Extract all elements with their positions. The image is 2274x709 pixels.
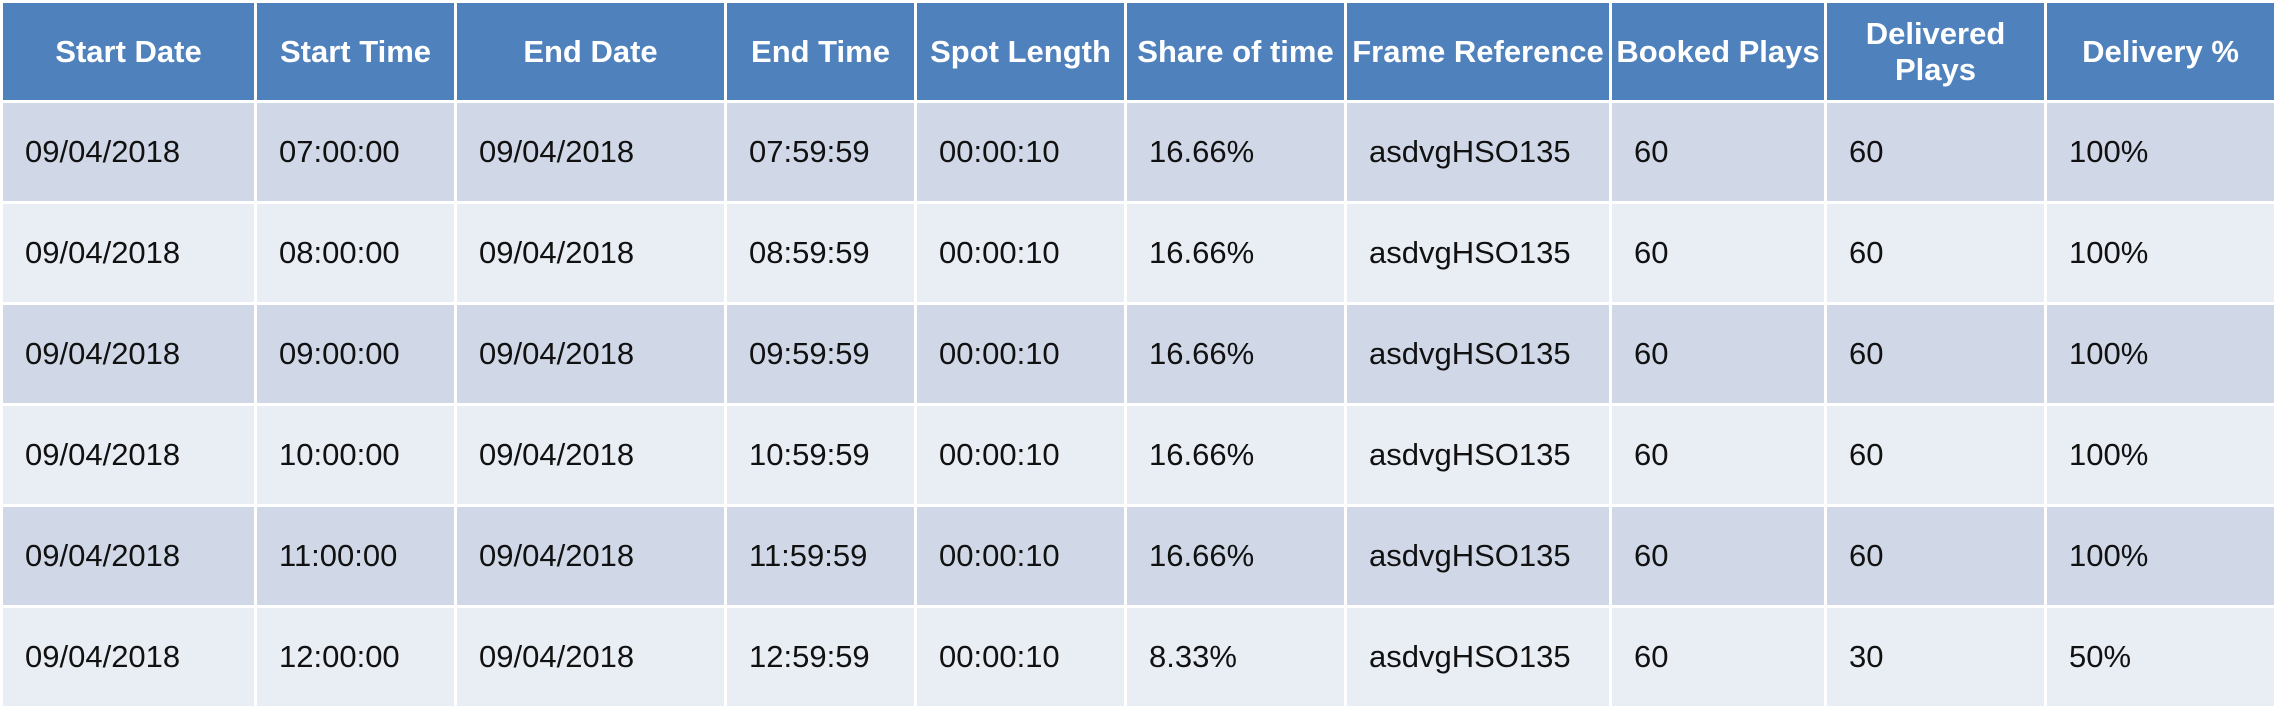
cell-end-time: 09:59:59 — [726, 304, 916, 405]
cell-start-date: 09/04/2018 — [2, 405, 256, 506]
cell-spot-length: 00:00:10 — [916, 102, 1126, 203]
cell-share-of-time: 16.66% — [1126, 304, 1346, 405]
cell-end-date: 09/04/2018 — [456, 304, 726, 405]
column-header-start-date: Start Date — [2, 2, 256, 102]
cell-end-date: 09/04/2018 — [456, 203, 726, 304]
table-row: 09/04/2018 08:00:00 09/04/2018 08:59:59 … — [2, 203, 2274, 304]
cell-delivered-plays: 60 — [1826, 506, 2046, 607]
column-header-spot-length: Spot Length — [916, 2, 1126, 102]
cell-delivered-plays: 60 — [1826, 102, 2046, 203]
cell-delivery-percent: 100% — [2046, 102, 2274, 203]
column-header-end-date: End Date — [456, 2, 726, 102]
cell-delivery-percent: 100% — [2046, 304, 2274, 405]
cell-delivered-plays: 60 — [1826, 304, 2046, 405]
cell-start-date: 09/04/2018 — [2, 506, 256, 607]
column-header-delivery-percent: Delivery % — [2046, 2, 2274, 102]
cell-end-date: 09/04/2018 — [456, 607, 726, 708]
cell-spot-length: 00:00:10 — [916, 506, 1126, 607]
cell-spot-length: 00:00:10 — [916, 203, 1126, 304]
cell-frame-reference: asdvgHSO135 — [1346, 102, 1611, 203]
cell-frame-reference: asdvgHSO135 — [1346, 405, 1611, 506]
table-header: Start Date Start Time End Date End Time … — [2, 2, 2274, 102]
column-header-start-time: Start Time — [256, 2, 456, 102]
cell-start-date: 09/04/2018 — [2, 203, 256, 304]
cell-share-of-time: 16.66% — [1126, 506, 1346, 607]
column-header-frame-reference: Frame Reference — [1346, 2, 1611, 102]
cell-booked-plays: 60 — [1611, 102, 1826, 203]
cell-start-time: 12:00:00 — [256, 607, 456, 708]
cell-start-time: 07:00:00 — [256, 102, 456, 203]
table-row: 09/04/2018 11:00:00 09/04/2018 11:59:59 … — [2, 506, 2274, 607]
cell-end-date: 09/04/2018 — [456, 405, 726, 506]
cell-share-of-time: 8.33% — [1126, 607, 1346, 708]
cell-start-time: 09:00:00 — [256, 304, 456, 405]
cell-booked-plays: 60 — [1611, 607, 1826, 708]
table-row: 09/04/2018 07:00:00 09/04/2018 07:59:59 … — [2, 102, 2274, 203]
cell-start-time: 11:00:00 — [256, 506, 456, 607]
cell-delivery-percent: 100% — [2046, 203, 2274, 304]
cell-end-time: 08:59:59 — [726, 203, 916, 304]
cell-frame-reference: asdvgHSO135 — [1346, 203, 1611, 304]
column-header-booked-plays: Booked Plays — [1611, 2, 1826, 102]
cell-booked-plays: 60 — [1611, 506, 1826, 607]
cell-start-time: 10:00:00 — [256, 405, 456, 506]
cell-booked-plays: 60 — [1611, 203, 1826, 304]
table-body: 09/04/2018 07:00:00 09/04/2018 07:59:59 … — [2, 102, 2274, 708]
cell-delivered-plays: 60 — [1826, 405, 2046, 506]
cell-end-date: 09/04/2018 — [456, 506, 726, 607]
cell-booked-plays: 60 — [1611, 304, 1826, 405]
column-header-share-of-time: Share of time — [1126, 2, 1346, 102]
cell-frame-reference: asdvgHSO135 — [1346, 506, 1611, 607]
cell-start-date: 09/04/2018 — [2, 102, 256, 203]
cell-start-date: 09/04/2018 — [2, 607, 256, 708]
cell-start-time: 08:00:00 — [256, 203, 456, 304]
cell-end-time: 11:59:59 — [726, 506, 916, 607]
cell-delivery-percent: 100% — [2046, 506, 2274, 607]
cell-delivery-percent: 50% — [2046, 607, 2274, 708]
table-row: 09/04/2018 09:00:00 09/04/2018 09:59:59 … — [2, 304, 2274, 405]
cell-spot-length: 00:00:10 — [916, 607, 1126, 708]
cell-frame-reference: asdvgHSO135 — [1346, 304, 1611, 405]
cell-share-of-time: 16.66% — [1126, 203, 1346, 304]
column-header-delivered-plays: Delivered Plays — [1826, 2, 2046, 102]
cell-end-time: 12:59:59 — [726, 607, 916, 708]
cell-share-of-time: 16.66% — [1126, 405, 1346, 506]
cell-booked-plays: 60 — [1611, 405, 1826, 506]
cell-frame-reference: asdvgHSO135 — [1346, 607, 1611, 708]
cell-spot-length: 00:00:10 — [916, 304, 1126, 405]
table-row: 09/04/2018 10:00:00 09/04/2018 10:59:59 … — [2, 405, 2274, 506]
cell-spot-length: 00:00:10 — [916, 405, 1126, 506]
cell-end-time: 10:59:59 — [726, 405, 916, 506]
cell-delivered-plays: 60 — [1826, 203, 2046, 304]
header-row: Start Date Start Time End Date End Time … — [2, 2, 2274, 102]
cell-delivered-plays: 30 — [1826, 607, 2046, 708]
table-row: 09/04/2018 12:00:00 09/04/2018 12:59:59 … — [2, 607, 2274, 708]
cell-end-date: 09/04/2018 — [456, 102, 726, 203]
cell-start-date: 09/04/2018 — [2, 304, 256, 405]
cell-share-of-time: 16.66% — [1126, 102, 1346, 203]
cell-end-time: 07:59:59 — [726, 102, 916, 203]
column-header-end-time: End Time — [726, 2, 916, 102]
cell-delivery-percent: 100% — [2046, 405, 2274, 506]
